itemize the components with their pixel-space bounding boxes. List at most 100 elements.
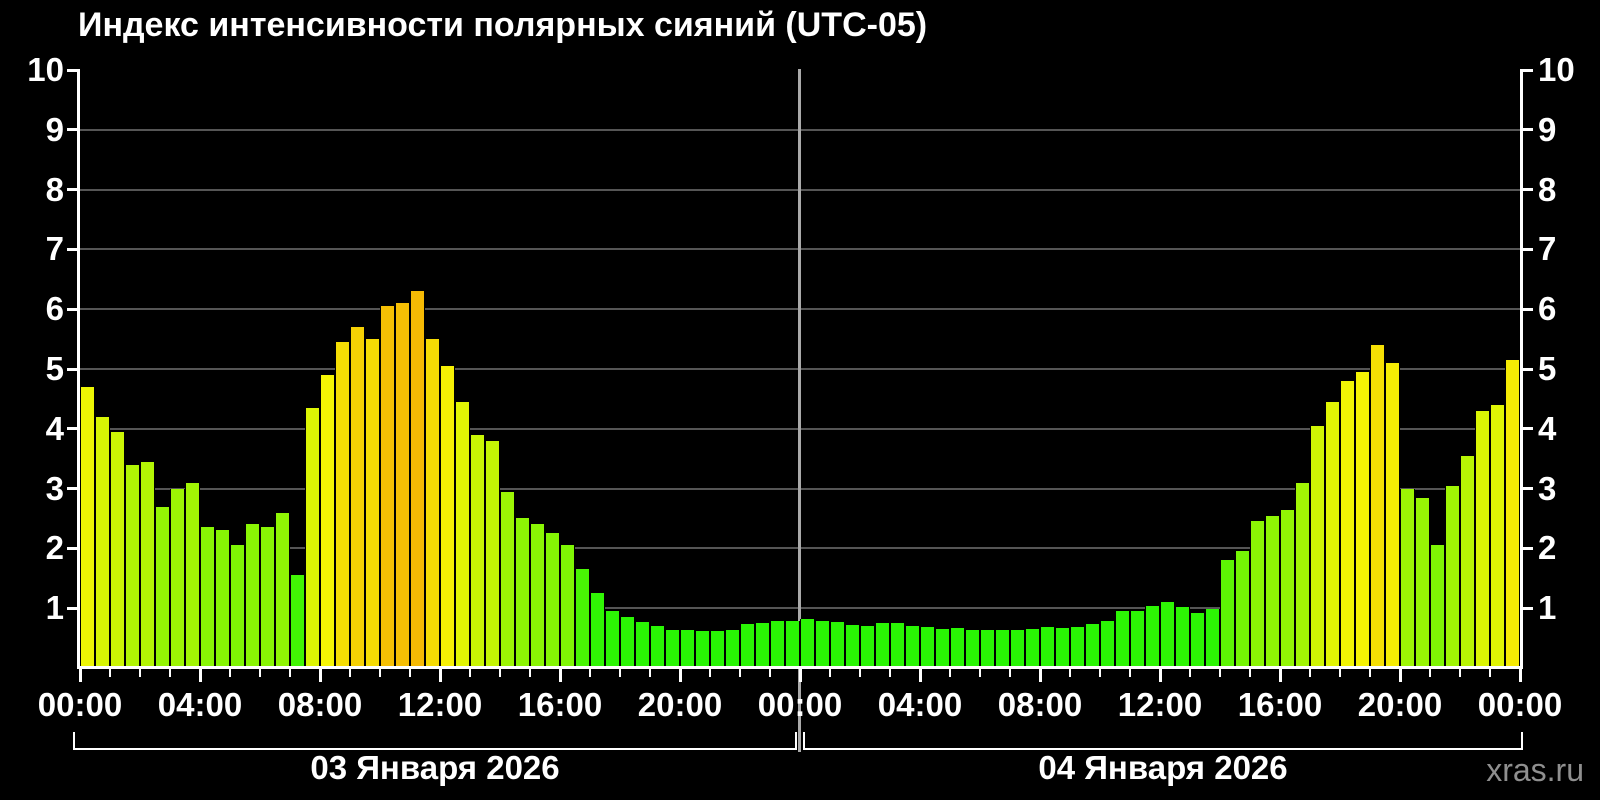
bar [710,631,725,668]
x-axis-label: 16:00 [1237,686,1323,723]
bar [1160,602,1175,668]
x-minor-tick [109,669,111,677]
y-tick-right [1522,367,1533,371]
y-tick-left [67,487,78,491]
bar [260,527,275,668]
bar [290,575,305,668]
x-minor-tick [619,669,621,677]
bar [1295,483,1310,668]
bar [1445,486,1460,668]
date-label-day2: 04 Января 2026 [1038,749,1288,786]
y-axis-label-right: 6 [1538,290,1557,328]
x-axis-label: 04:00 [877,686,963,723]
x-major-tick [558,669,562,682]
bar [200,527,215,668]
bar [470,435,485,668]
x-minor-tick [979,669,981,677]
x-minor-tick [229,669,231,677]
y-axis-label-left: 2 [45,529,64,567]
bar [275,513,290,668]
bar [350,327,365,668]
y-tick-right [1522,546,1533,550]
y-tick-left [67,546,78,550]
bar [245,524,260,668]
bar [875,623,890,668]
bar [320,375,335,668]
bar [1070,627,1085,668]
x-minor-tick [589,669,591,677]
bar [1205,609,1220,668]
y-axis-right [1520,69,1523,669]
x-minor-tick [409,669,411,677]
x-minor-tick [949,669,951,677]
x-axis-label: 00:00 [1477,686,1563,723]
y-tick-left [67,188,78,192]
chart-title: Индекс интенсивности полярных сияний (UT… [78,6,928,44]
bar [680,630,695,668]
x-minor-tick [1459,669,1461,677]
y-axis-label-left: 1 [45,589,64,627]
bar [365,339,380,668]
y-tick-left [67,307,78,311]
y-axis-label-left: 3 [45,469,64,507]
y-tick-right [1522,606,1533,610]
x-major-tick [918,669,922,682]
x-axis-label: 20:00 [637,686,723,723]
bar [965,630,980,668]
plot-area [80,69,1520,668]
x-minor-tick [1069,669,1071,677]
bar [515,518,530,668]
bar [1220,560,1235,668]
date-label-day1: 03 Января 2026 [310,749,560,786]
bar [890,623,905,668]
y-axis-label-left: 4 [45,409,64,447]
bar [1460,456,1475,668]
bar [380,306,395,668]
x-axis-label: 12:00 [397,686,483,723]
bar [1430,545,1445,668]
x-minor-tick [1339,669,1341,677]
x-minor-tick [1309,669,1311,677]
x-minor-tick [1099,669,1101,677]
y-axis-label-right: 9 [1538,110,1557,148]
bar [1355,372,1370,668]
x-minor-tick [499,669,501,677]
bar [800,619,815,668]
x-minor-tick [769,669,771,677]
bar [560,545,575,668]
x-minor-tick [1369,669,1371,677]
x-minor-tick [649,669,651,677]
bar [1280,510,1295,668]
bar [1400,489,1415,668]
x-axis-label: 08:00 [997,686,1083,723]
x-major-tick [1038,669,1042,682]
y-axis-label-right: 1 [1538,589,1557,627]
y-axis-label-left: 5 [45,350,64,387]
bar [980,630,995,668]
x-major-tick [1518,669,1522,682]
bar [650,626,665,668]
x-minor-tick [289,669,291,677]
y-axis-label-right: 3 [1538,469,1557,507]
bar [80,387,95,668]
bar [140,462,155,668]
y-tick-right [1522,427,1533,431]
bar [695,631,710,668]
x-minor-tick [1489,669,1491,677]
bar [740,624,755,668]
bar [935,629,950,668]
x-minor-tick [259,669,261,677]
bar [335,342,350,668]
bar [770,621,785,668]
bar [1325,402,1340,668]
date-bracket-end [803,732,805,750]
bar [950,628,965,668]
bar [455,402,470,668]
bar [1190,613,1205,668]
y-tick-right [1522,307,1533,311]
x-axis-label: 16:00 [517,686,603,723]
bar [995,630,1010,668]
x-major-tick [78,669,82,682]
bar [1100,621,1115,668]
bar [1340,381,1355,668]
